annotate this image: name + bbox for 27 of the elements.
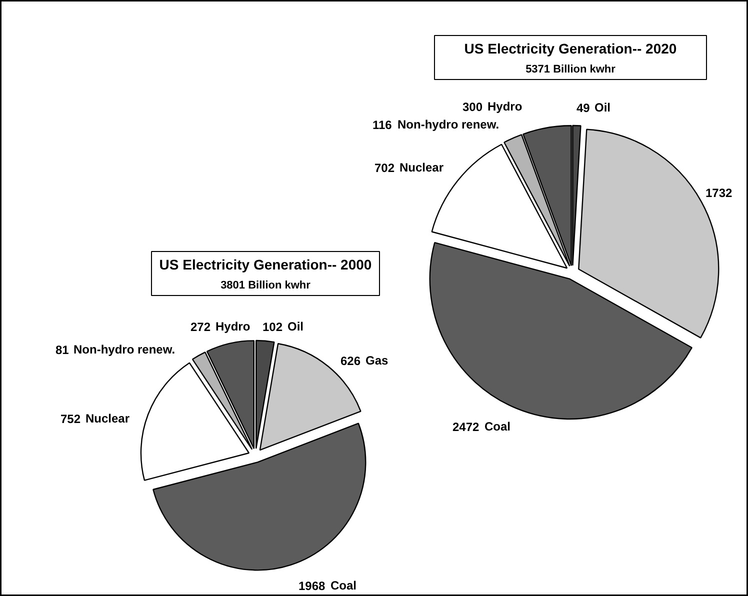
data-label: 626	[340, 354, 361, 368]
data-label: 300	[462, 100, 483, 114]
data-label: 81	[56, 343, 70, 357]
chart-subtitle: 5371 Billion kwhr	[526, 64, 616, 76]
data-label: 102	[262, 320, 283, 334]
chart-subtitle: 3801 Billion kwhr	[220, 280, 312, 292]
data-label: 2472	[452, 420, 480, 434]
chart-title: US Electricity Generation-- 2020	[464, 40, 677, 56]
data-label: 1968	[298, 579, 326, 593]
slice-label: Coal	[484, 420, 511, 434]
data-label: 1732	[706, 186, 733, 200]
data-label: 116	[372, 118, 392, 132]
slice-label: Non-hydro renew.	[74, 342, 176, 356]
slice-label: Coal	[330, 578, 357, 592]
slice-label: Oil	[288, 320, 304, 334]
chart-title: US Electricity Generation-- 2000	[159, 256, 372, 272]
slice-label: Nuclear	[86, 412, 130, 426]
slice-label: Hydro	[216, 320, 250, 334]
slice-label: Oil	[594, 100, 611, 114]
data-label: 272	[190, 320, 211, 334]
slice-label: Nuclear	[400, 160, 444, 174]
slice-label: Gas	[366, 354, 389, 368]
data-label: 752	[60, 412, 81, 426]
slice-label: Hydro	[488, 100, 522, 114]
data-label: 702	[374, 161, 395, 175]
data-label: 49	[576, 101, 590, 115]
slice-label: Non-hydro renew.	[398, 118, 500, 132]
